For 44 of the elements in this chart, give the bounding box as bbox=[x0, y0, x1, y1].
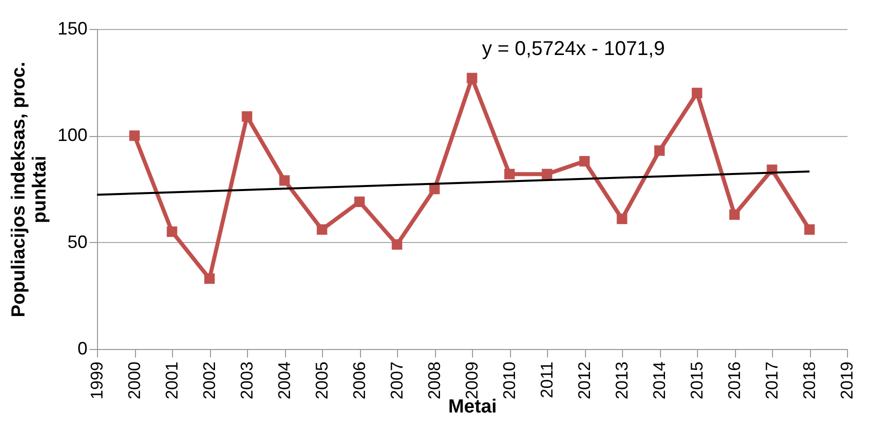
point bbox=[654, 145, 665, 156]
point bbox=[392, 239, 402, 250]
x-tick-label: 2014 bbox=[650, 362, 669, 400]
x-tick-label: 2007 bbox=[388, 362, 406, 400]
x-tick-label: 2005 bbox=[312, 362, 332, 400]
x-tick-label: 2006 bbox=[350, 362, 369, 400]
point bbox=[166, 226, 178, 237]
x-tick-label: 2010 bbox=[500, 362, 519, 400]
point bbox=[692, 88, 702, 98]
point bbox=[579, 156, 590, 167]
x-tick-label: 2000 bbox=[125, 362, 144, 400]
x-tick-label: 2009 bbox=[462, 362, 482, 400]
y-axis-title: Populiacijos indeksas, proc. punktai bbox=[8, 62, 50, 318]
y-tick-label: 100 bbox=[57, 125, 88, 146]
point bbox=[804, 224, 815, 235]
point bbox=[616, 214, 628, 224]
x-tick-label: 2017 bbox=[762, 362, 782, 400]
x-tick-label: 1999 bbox=[88, 362, 106, 400]
point bbox=[354, 196, 365, 208]
x-tick-label: 2015 bbox=[688, 362, 706, 400]
x-tick-label: 2003 bbox=[238, 362, 256, 400]
point bbox=[466, 72, 478, 84]
x-tick-label: 2002 bbox=[200, 362, 219, 400]
point bbox=[504, 168, 515, 180]
point bbox=[542, 168, 552, 180]
x-tick-label: 2011 bbox=[538, 362, 556, 398]
x-tick-label: 2019 bbox=[838, 362, 856, 400]
y-tick-label: 150 bbox=[57, 18, 88, 38]
y-tick-label: 0 bbox=[77, 338, 88, 358]
x-tick-label: 2001 bbox=[162, 362, 182, 400]
point bbox=[204, 273, 215, 284]
x-tick-label: 2004 bbox=[275, 362, 294, 400]
x-tick-label: 2008 bbox=[425, 362, 444, 400]
point bbox=[242, 111, 252, 122]
y-tick-label: 50 bbox=[67, 232, 88, 252]
x-tick-label: 2016 bbox=[725, 362, 744, 400]
annotation: y = 0,5724x - 1071,9 bbox=[482, 38, 665, 60]
point bbox=[129, 130, 140, 141]
point bbox=[729, 209, 740, 220]
x-tick-label: 2013 bbox=[612, 362, 632, 400]
x-tick-label: 2018 bbox=[800, 362, 819, 400]
point bbox=[316, 224, 328, 235]
point bbox=[279, 175, 290, 186]
x-tick-label: 2012 bbox=[575, 362, 594, 400]
